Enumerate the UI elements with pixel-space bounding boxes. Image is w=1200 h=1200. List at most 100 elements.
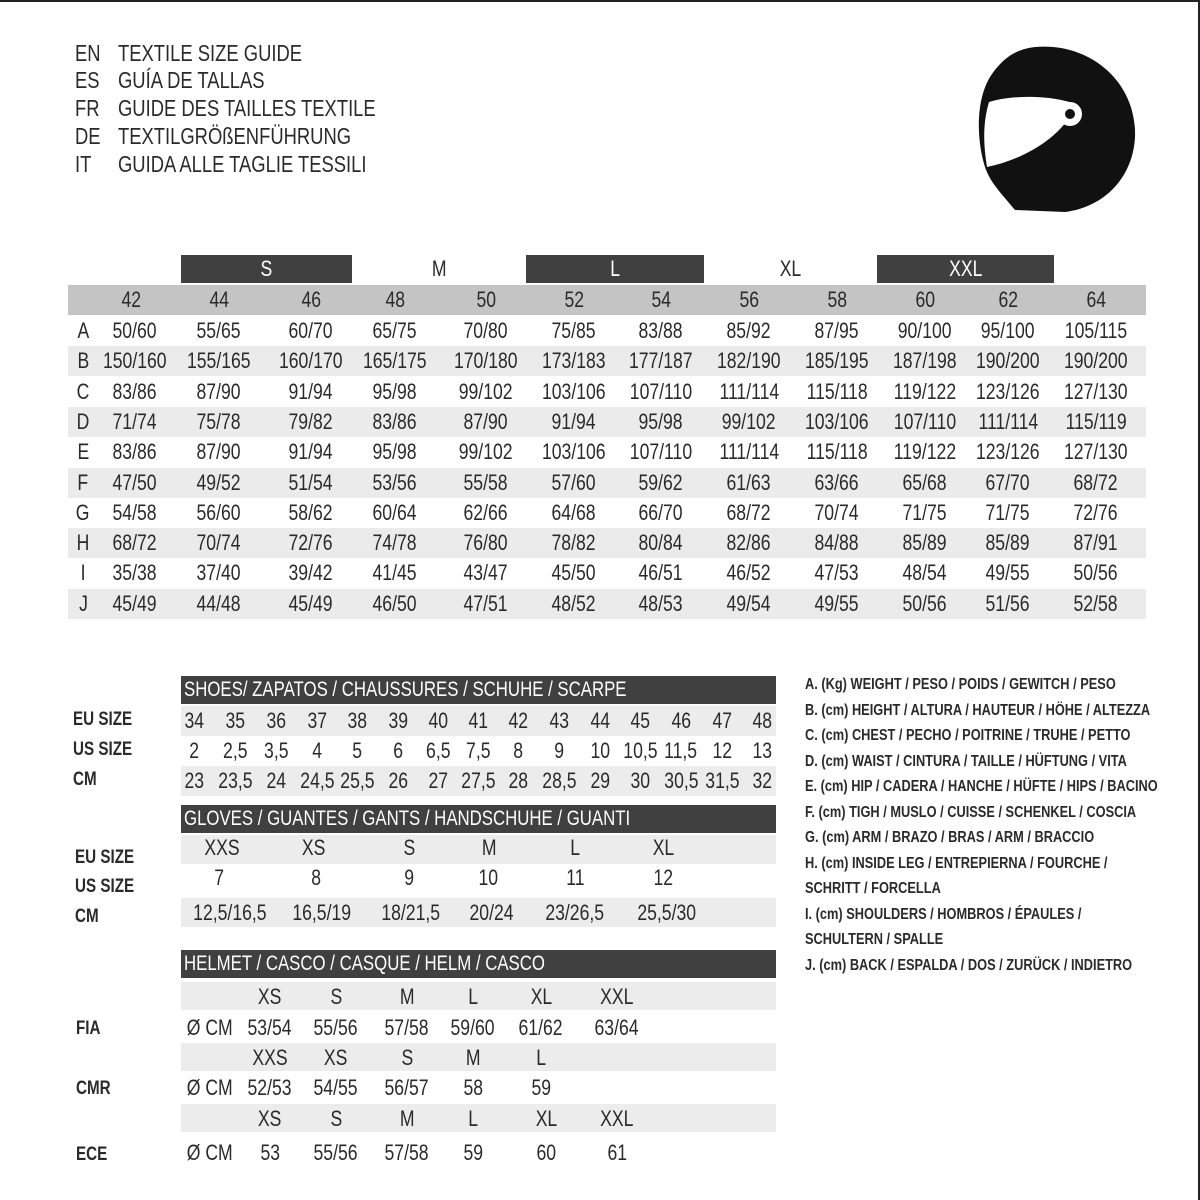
helmet-cm-cell-text: 61/62 (518, 1015, 564, 1040)
measurement-cell: 68/72 (90, 528, 180, 558)
helmet-size-label-text: M (399, 984, 415, 1009)
measurement-cell-text: 83/86 (112, 378, 158, 404)
row-key: C (73, 377, 93, 407)
measurement-cell-text: 91/94 (288, 439, 334, 465)
glove-size-cell-text: XS (302, 835, 326, 860)
measurement-cell-text: 85/89 (985, 530, 1031, 556)
measurement-cell-text: 46/52 (726, 560, 772, 586)
shoe-size-cell: 45 (618, 706, 662, 736)
legend-line-text: G. (cm) ARM / BRAZO / BRAS / ARM / BRACC… (805, 829, 1095, 846)
helmet-size-row-bg (181, 1043, 776, 1071)
helmet-cm-cell-text: 61 (607, 1140, 627, 1165)
measurement-cell-text: 87/90 (463, 408, 509, 434)
row-label-text: CM (75, 906, 99, 927)
eu-size-text: 54 (651, 287, 671, 312)
helmet-size-label: XS (235, 1104, 305, 1134)
helmet-cm-cell-text: 54/55 (313, 1075, 359, 1100)
helmet-size-label: S (372, 1043, 442, 1073)
measurement-cell-text: 46/51 (638, 560, 684, 586)
legend-line: H. (cm) INSIDE LEG / ENTREPIERNA / FOURC… (805, 854, 1183, 874)
measurement-cell-text: 185/195 (805, 348, 869, 374)
shoe-size-cell-text: 9 (554, 738, 564, 763)
helmet-size-label-text: L (536, 1045, 546, 1070)
measurement-cell: 46/51 (616, 558, 706, 588)
row-key-text: H (76, 530, 90, 556)
measurement-cell: 41/45 (350, 558, 440, 588)
measurement-cell-text: 95/98 (638, 408, 684, 434)
shoe-size-cell-text: 38 (347, 708, 367, 733)
measurement-cell-text: 70/74 (196, 530, 242, 556)
measurement-cell-text: 90/100 (898, 318, 952, 343)
measurement-cell-text: 103/106 (542, 439, 606, 465)
legend-line-text: F. (cm) TIGH / MUSLO / CUISSE / SCHENKEL… (805, 803, 1137, 821)
glove-size-cell-text: 12,5/16,5 (193, 900, 267, 925)
helmet-size-label-text: S (330, 984, 342, 1009)
helmet-size-label-text: XS (258, 984, 282, 1009)
helmet-size-label-text: XS (258, 1106, 282, 1131)
legend-line: I. (cm) SHOULDERS / HOMBROS / ÉPAULES / (805, 905, 1151, 925)
helmet-cm-cell-text: 60 (536, 1140, 556, 1165)
measurement-cell: 74/78 (350, 528, 440, 558)
row-label: CM (75, 906, 105, 928)
eu-size-text: 56 (739, 287, 759, 312)
glove-size-cell: L (525, 833, 625, 863)
measurement-cell-text: 150/160 (103, 348, 167, 374)
measurement-cell: 65/75 (350, 316, 440, 346)
measurement-cell: 111/114 (704, 437, 794, 467)
legend-line: E. (cm) HIP / CADERA / HANCHE / HÜFTE / … (805, 777, 1200, 797)
language-code-text: ES (75, 67, 100, 93)
glove-size-cell-text: 23/26,5 (545, 900, 605, 925)
measurement-cell: 70/80 (441, 316, 531, 346)
measurement-cell: 49/52 (174, 468, 264, 498)
unit-label: Ø CM (175, 1138, 245, 1168)
measurement-cell: 83/88 (616, 316, 706, 346)
measurement-cell: 55/58 (441, 468, 531, 498)
shoe-size-cell: 36 (254, 706, 298, 736)
measurement-cell-text: 190/200 (976, 348, 1040, 374)
measurement-cell: 56/60 (174, 498, 264, 528)
measurement-cell-text: 49/55 (814, 590, 860, 616)
shoe-size-cell: 27 (416, 766, 460, 796)
measurement-cell: 80/84 (616, 528, 706, 558)
shoe-size-cell-text: 13 (752, 738, 772, 763)
shoe-size-cell: 29 (578, 766, 622, 796)
measurement-cell-text: 44/48 (196, 590, 242, 616)
legend-line-text: B. (cm) HEIGHT / ALTURA / HAUTEUR / HÖHE… (805, 701, 1151, 719)
shoe-size-cell-text: 41 (468, 708, 488, 733)
measurement-cell-text: 107/110 (893, 408, 957, 434)
measurement-cell: 46/52 (704, 558, 794, 588)
helmet-header: HELMET / CASCO / CASQUE / HELM / CASCO (181, 950, 776, 978)
measurement-cell-text: 60/70 (288, 318, 334, 343)
measurement-cell: 83/86 (90, 437, 180, 467)
eu-size: 56 (709, 285, 789, 315)
glove-size-cell-text: 10 (478, 865, 498, 890)
glove-size-cell-text: 20/24 (469, 900, 515, 925)
measurement-cell: 95/100 (963, 316, 1053, 346)
shoe-size-cell: 39 (376, 706, 420, 736)
measurement-cell-text: 190/200 (1064, 348, 1128, 374)
measurement-cell: 51/54 (266, 468, 356, 498)
measurement-cell: 50/56 (880, 589, 970, 619)
eu-size: 52 (534, 285, 614, 315)
shoe-size-cell-text: 39 (388, 708, 408, 733)
shoe-size-cell: 35 (213, 706, 257, 736)
measurement-cell-text: 49/52 (196, 469, 242, 495)
measurement-cell: 71/75 (880, 498, 970, 528)
measurement-cell: 54/58 (90, 498, 180, 528)
measurement-cell-text: 187/198 (893, 348, 957, 374)
helmet-cm-cell: 61/62 (506, 1013, 576, 1043)
shoe-size-cell-text: 42 (508, 708, 528, 733)
helmet-cm-cell-text: 59/60 (450, 1015, 496, 1040)
row-key: F (73, 468, 93, 498)
helmet-cm-cell-text: 57/58 (384, 1015, 430, 1040)
measurement-cell: 123/126 (963, 377, 1053, 407)
shoe-size-cell: 28 (496, 766, 540, 796)
size-group-header-text: XL (779, 256, 802, 281)
helmet-cm-cell-text: 63/64 (594, 1015, 640, 1040)
measurement-cell: 95/98 (350, 377, 440, 407)
language-code: EN (75, 39, 107, 67)
measurement-cell: 87/91 (1051, 528, 1141, 558)
measurement-cell: 72/76 (266, 528, 356, 558)
eu-size: 42 (91, 285, 171, 315)
helmet-size-label: M (372, 1104, 442, 1134)
